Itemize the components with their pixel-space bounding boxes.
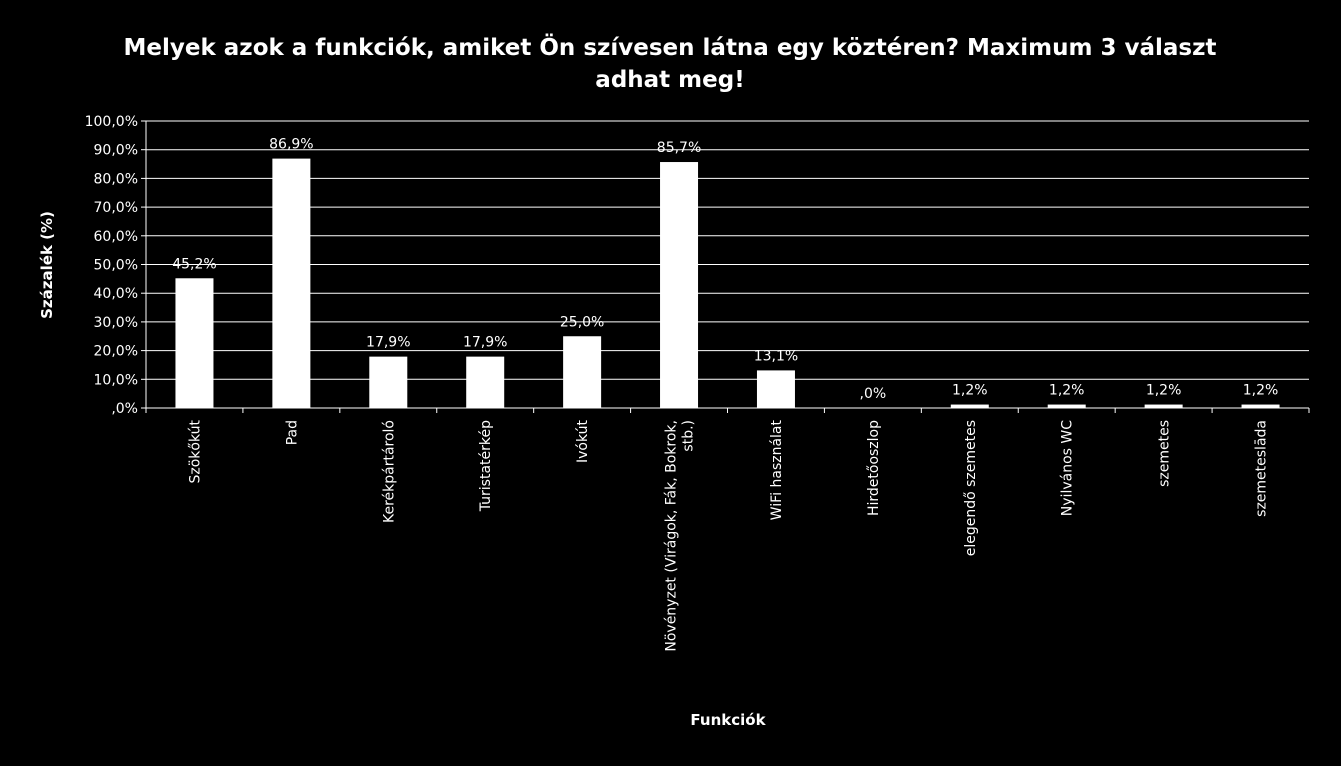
x-category-label: szemetes [1157,420,1173,487]
bar [466,356,505,408]
data-label: 1,2% [952,383,988,399]
x-category-label: Ivókút [575,420,591,464]
gridlines [146,120,1309,380]
y-tick-label: 100,0% [85,114,138,130]
y-tick-label: 50,0% [94,258,138,274]
bar [756,370,795,408]
bar [272,158,311,408]
bars [175,158,1280,408]
data-labels: 45,2% 86,9% 17,9% 17,9% 25,0% 85,7% 13,1% ,0% 1,… [172,137,1278,402]
bar [660,162,699,408]
data-label: 13,1% [754,348,798,364]
x-category-label: Szökőkút [187,419,203,483]
y-tick-label: 70,0% [94,200,138,216]
x-category-label: Hirdetőoszlop [866,420,882,516]
bar [1047,404,1086,408]
y-tick-label: 10,0% [94,372,138,388]
x-category-label: WiFi használat [769,419,785,520]
x-category-label: elegendő szemetes [963,420,979,556]
x-category-label: stb.) [681,420,697,452]
y-tick-label: 30,0% [94,315,138,331]
x-axis-category-labels: Szökőkút Pad Kerékpártároló Turistatérkép Iv… [145,408,1310,652]
y-tick-label: 80,0% [94,171,138,187]
x-category-label: szemeteslāda [1254,420,1270,517]
bar [1144,404,1183,408]
bar [950,404,989,408]
data-label: 85,7% [657,140,701,156]
y-tick-label: 60,0% [94,229,138,245]
x-category-label: Nyilvános WC [1060,420,1076,516]
y-tick-label: ,0% [111,401,138,417]
data-label: 17,9% [366,335,410,351]
data-label: 25,0% [560,314,604,330]
y-tick-label: 90,0% [94,143,138,159]
x-category-label: Turistatérkép [478,420,494,512]
bar [175,278,214,408]
y-axis-ticks: ,0% 10,0% 20,0% 30,0% 40,0% 50,0% 60,0% 70,0% 80… [85,114,146,417]
data-label: 17,9% [463,335,507,351]
data-label: 45,2% [172,256,216,272]
data-label: 1,2% [1243,383,1279,399]
data-label: ,0% [860,386,887,402]
y-tick-label: 20,0% [94,344,138,360]
data-label: 1,2% [1146,383,1182,399]
bar [369,356,408,408]
chart-title-line-2: adhat meg! [595,67,744,93]
bar [1241,404,1280,408]
y-axis-title: Százalék (%) [38,211,56,319]
chart-title-line-1: Melyek azok a funkciók, amiket Ön szíves… [124,33,1217,61]
data-label: 86,9% [269,137,313,153]
x-category-label: Kerékpártároló [381,420,397,523]
x-axis-title: Funkciók [690,711,766,729]
bar [563,336,602,408]
chart-title: Melyek azok a funkciók, amiket Ön szíves… [124,33,1217,93]
y-tick-label: 40,0% [94,286,138,302]
x-category-label: Növényzet (Virágok, Fák, Bokrok, [664,420,680,652]
x-category-label: Pad [284,420,300,445]
data-label: 1,2% [1049,383,1085,399]
